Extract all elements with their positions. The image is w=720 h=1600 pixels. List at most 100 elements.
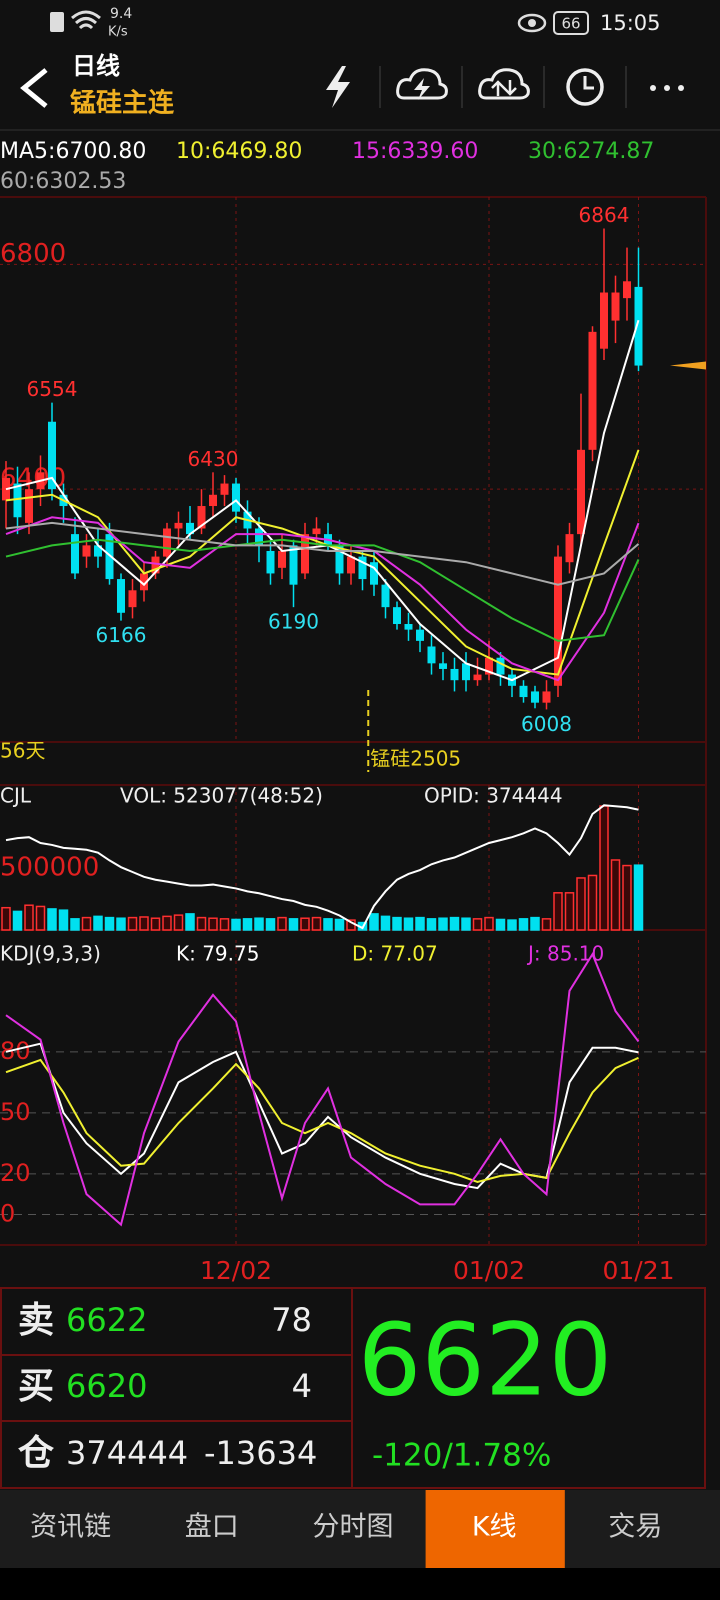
cloud-sync-button[interactable]: [478, 68, 530, 100]
panel-title: KDJ(9,3,3): [0, 942, 101, 966]
contract-switch-label: 锰硅2505: [370, 747, 461, 771]
candle-body: [473, 674, 482, 681]
candle-body: [600, 292, 608, 349]
nav-bar: [0, 1568, 720, 1600]
last-price-pointer: [670, 361, 706, 370]
legend-entry: 60:6302.53: [0, 169, 126, 194]
tab[interactable]: 交易: [608, 1512, 662, 1543]
candle-body: [381, 584, 390, 608]
y-tick-label: 80: [0, 1037, 31, 1065]
candle-body: [105, 534, 114, 580]
volume-bar: [484, 916, 494, 931]
more-button[interactable]: [650, 85, 684, 91]
volume-bar: [541, 918, 552, 931]
battery-level: 66: [561, 15, 580, 33]
candle-body: [117, 579, 125, 613]
candle-body: [163, 528, 171, 557]
y-tick-label: 500000: [0, 853, 99, 883]
volume-bar: [311, 916, 322, 931]
clock: 15:05: [600, 11, 661, 35]
volume-bar: [449, 916, 460, 931]
tab-bar: [0, 1490, 720, 1568]
legend-entry: 15:6339.60: [352, 139, 478, 164]
tab[interactable]: 分时图: [313, 1512, 394, 1543]
candle-body: [220, 483, 229, 495]
candle-body: [278, 550, 286, 568]
candle-body: [565, 534, 574, 563]
candle-body: [128, 590, 137, 608]
flash-button[interactable]: [326, 66, 350, 108]
buy-price: 6620: [66, 1367, 147, 1405]
cloud-sync-arrows: [491, 80, 517, 96]
candle-body: [450, 668, 459, 681]
legend-entry: K: 79.75: [176, 942, 259, 966]
volume-bar: [116, 917, 126, 931]
volume-bar: [334, 918, 345, 931]
period-label: 56天: [0, 739, 45, 763]
candle-body: [25, 489, 33, 523]
candle-body: [289, 545, 298, 585]
volume-bar: [507, 919, 517, 931]
net-speed-unit: K/s: [108, 25, 128, 40]
tab[interactable]: 盘口: [185, 1512, 239, 1543]
volume-bar: [162, 915, 172, 931]
price-annotation: 6864: [579, 203, 630, 227]
volume-bar: [127, 916, 138, 931]
legend-entry: MA5:6700.80: [0, 139, 146, 164]
volume-bar: [185, 913, 195, 931]
volume-bar: [610, 859, 621, 931]
back-button[interactable]: [20, 68, 48, 108]
volume-bar: [415, 916, 425, 931]
volume-bar: [150, 917, 161, 931]
eye-pupil: [528, 19, 536, 27]
legend-entry: J: 85.10: [526, 942, 604, 966]
candle-body: [588, 331, 597, 450]
volume-bar: [426, 918, 437, 931]
candle-body: [496, 657, 505, 675]
volume-bar: [438, 917, 448, 931]
candle-body: [358, 556, 367, 580]
net-speed: 9.4: [110, 6, 132, 22]
history-button[interactable]: [566, 68, 604, 106]
volume-bar: [461, 917, 471, 931]
candle-body: [197, 506, 206, 529]
candle-body: [427, 646, 436, 664]
indicator-line: [5, 952, 640, 1227]
volume-bar: [587, 874, 598, 931]
volume-bar: [231, 918, 241, 931]
cloud-flash-button[interactable]: [396, 68, 448, 100]
candle-body: [71, 534, 79, 574]
y-tick-label: 0: [0, 1200, 15, 1228]
candle-body: [611, 292, 620, 321]
candle-body: [439, 663, 447, 669]
position-label: 仓: [18, 1433, 54, 1474]
volume-bar: [196, 916, 207, 931]
volume-bar: [35, 905, 46, 931]
candle-body: [174, 522, 183, 529]
candle-body: [623, 281, 631, 299]
contract-title: 锰硅主连: [70, 89, 175, 119]
volume-bar: [254, 917, 264, 931]
candle-body: [48, 421, 56, 490]
candle-body: [301, 534, 309, 574]
volume-bar: [288, 918, 299, 931]
candle-body: [554, 556, 562, 686]
volume-bar: [242, 918, 253, 931]
volume-bar: [208, 917, 218, 931]
tab[interactable]: K线: [472, 1512, 517, 1543]
buy-label: 买: [18, 1366, 54, 1407]
volume-bar: [323, 918, 333, 931]
tab[interactable]: 资讯链: [30, 1512, 111, 1543]
y-tick-label: 6800: [0, 239, 66, 269]
indicator-line: [5, 538, 640, 642]
sim-icon: [50, 12, 64, 32]
y-tick-label: 50: [0, 1098, 31, 1126]
legend-entry: OPID: 374444: [424, 784, 563, 808]
volume-bar: [47, 908, 57, 931]
candle-body: [404, 624, 413, 630]
sell-label: 卖: [18, 1300, 54, 1341]
volume-bar: [622, 864, 632, 931]
cloud-flash-bolt: [414, 78, 430, 100]
open-interest: 374444: [66, 1434, 188, 1472]
